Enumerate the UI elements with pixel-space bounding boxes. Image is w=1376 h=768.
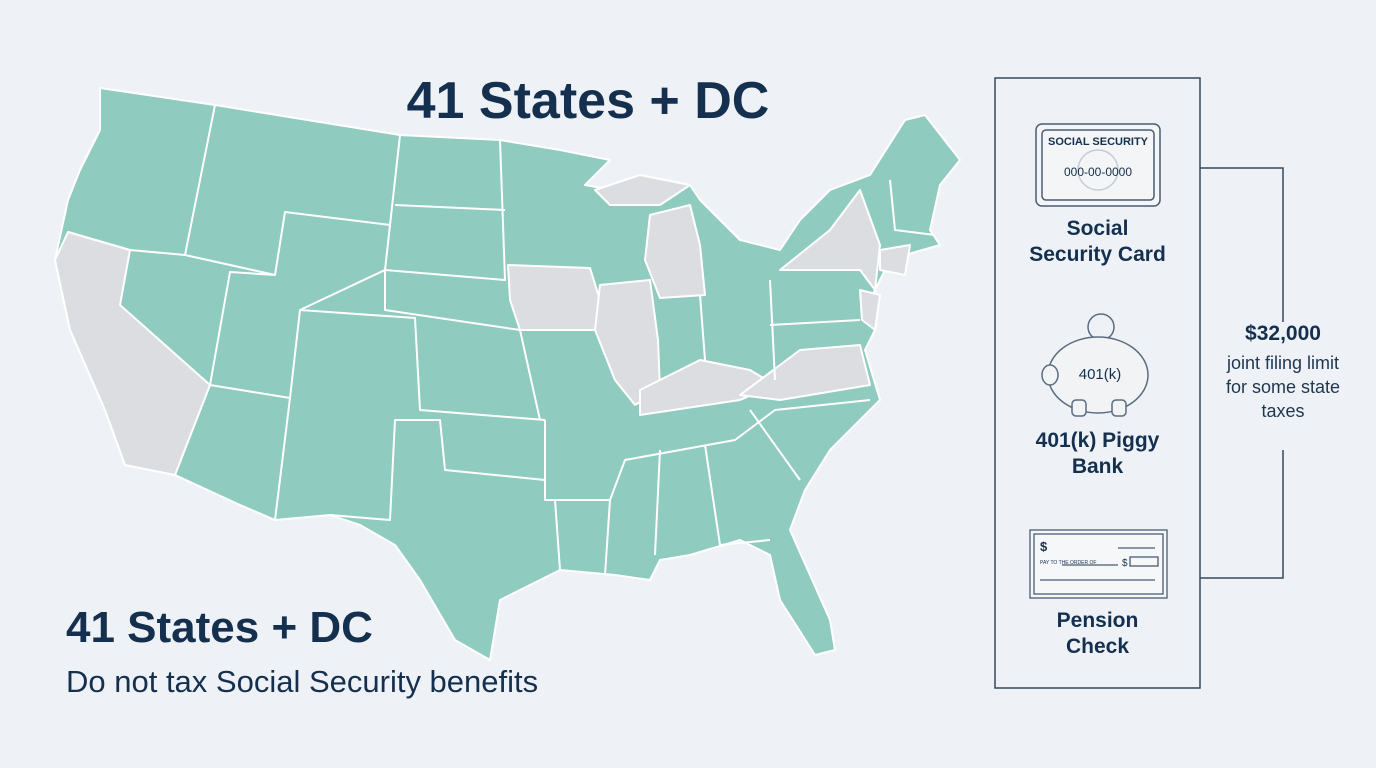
check-payee: PAY TO THE ORDER OF — [1040, 560, 1096, 566]
piggy-bank-icon — [1041, 313, 1149, 417]
item-label-wrap: Pension Check — [1056, 609, 1139, 658]
card-border — [1041, 129, 1155, 201]
item-label-wrap: Social Security Card — [1029, 217, 1166, 266]
border — [184, 134, 546, 421]
check-border — [1033, 533, 1164, 595]
piggy-text: 401(k) — [1079, 366, 1122, 383]
item-label-wrap: 401(k) Piggy Bank — [1035, 429, 1160, 478]
map-title: 41 States + DC — [407, 72, 770, 130]
note-amount: $32,000 — [1245, 322, 1321, 345]
social-security-card-icon — [1035, 123, 1161, 207]
state-nj — [859, 289, 881, 331]
border — [274, 397, 871, 521]
note-text: joint filing limit for some state taxes — [1222, 351, 1344, 423]
state-va — [739, 344, 871, 401]
income-panel: SOCIAL SECURITY 000-00-0000 Social Secur… — [994, 77, 1201, 689]
us-map — [54, 87, 961, 661]
taxing-states — [54, 174, 911, 476]
state-ct-ri — [879, 244, 911, 276]
card-seal — [1077, 149, 1119, 191]
bracket — [1200, 167, 1284, 579]
border — [299, 139, 541, 421]
check-amount-box — [1129, 556, 1159, 567]
piggy-leg — [1111, 399, 1127, 417]
card-title: SOCIAL SECURITY — [1048, 136, 1149, 148]
border — [699, 179, 936, 381]
piggy-leg — [1071, 399, 1087, 417]
panel-frame — [994, 77, 1201, 689]
piggy-snout — [1041, 364, 1059, 386]
state-ny — [779, 189, 881, 291]
check-dollar: $ — [1040, 539, 1048, 554]
card-body — [1035, 123, 1161, 207]
item-label: 401(k) Piggy Bank — [1035, 429, 1160, 478]
border — [554, 409, 801, 576]
item-label: Pension Check — [1056, 609, 1139, 658]
item-label: Social Security Card — [1029, 217, 1166, 266]
state-ca — [54, 231, 211, 476]
summary-heading: 41 States + DC — [66, 603, 373, 652]
check-amount-sign: $ — [1122, 558, 1128, 569]
state-ia — [507, 264, 601, 331]
check-icon — [1029, 529, 1168, 599]
card-number: 000-00-0000 — [1064, 165, 1132, 179]
summary-subtitle: Do not tax Social Security benefits — [66, 664, 538, 699]
check-body — [1029, 529, 1168, 599]
state-borders — [67, 104, 936, 576]
note-text-wrap: joint filing limit for some state taxes — [1222, 351, 1344, 423]
state-mi — [594, 174, 706, 299]
